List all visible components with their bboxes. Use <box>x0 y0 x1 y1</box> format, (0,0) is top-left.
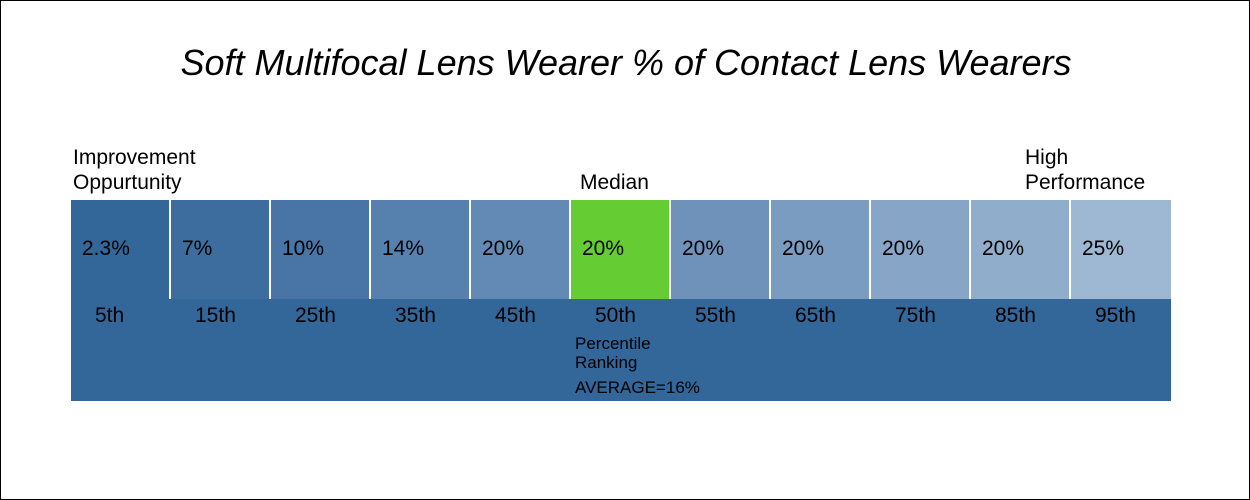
tick-label: 25th <box>295 304 336 327</box>
tick-45th: 45th <box>471 303 571 329</box>
value-cell-15th: 7% <box>171 200 271 299</box>
high-performance-label: High Performance <box>1025 145 1145 195</box>
tick-75th: 75th <box>871 303 971 329</box>
tick-label: 85th <box>995 304 1036 327</box>
tick-65th: 65th <box>771 303 871 329</box>
tick-5th: 5th <box>71 303 171 329</box>
value-label: 20% <box>582 237 625 260</box>
chart-title: Soft Multifocal Lens Wearer % of Contact… <box>180 42 1072 83</box>
tick-25th: 25th <box>271 303 371 329</box>
value-cell-95th: 25% <box>1071 200 1171 299</box>
value-cell-45th: 20% <box>471 200 571 299</box>
tick-label: 45th <box>495 304 536 327</box>
value-label: 20% <box>982 237 1025 260</box>
percentile-tick-labels: 5th 15th 25th 35th 45th 50th 55th 65th 75th 85th 9… <box>71 303 1171 329</box>
tick-label: 50th <box>595 304 636 327</box>
value-cell-5th: 2.3% <box>71 200 171 299</box>
value-label: 10% <box>282 237 325 260</box>
high-performance-label-line1: High <box>1025 146 1069 169</box>
improvement-label-line1: Improvement <box>73 146 196 169</box>
value-label: 20% <box>482 237 525 260</box>
percentile-ranking-line2: Ranking <box>575 353 638 372</box>
value-label: 20% <box>682 237 725 260</box>
percentile-ranking-line1: Percentile <box>575 334 651 353</box>
tick-85th: 85th <box>971 303 1071 329</box>
improvement-label-line2: Oppurtunity <box>73 171 182 194</box>
value-label: 7% <box>182 237 213 260</box>
tick-label: 5th <box>95 304 125 327</box>
high-performance-label-line2: Performance <box>1025 171 1146 194</box>
value-label: 2.3% <box>82 237 130 260</box>
improvement-label: Improvement Oppurtunity <box>73 145 196 195</box>
tick-label: 65th <box>795 304 836 327</box>
average-label: AVERAGE=16% <box>575 378 700 397</box>
value-cell-55th: 20% <box>671 200 771 299</box>
value-cell-25th: 10% <box>271 200 371 299</box>
value-label: 20% <box>882 237 925 260</box>
tick-label: 55th <box>695 304 736 327</box>
value-label: 14% <box>382 237 425 260</box>
percentile-band: 5th 15th 25th 35th 45th 50th 55th 65th 75th 85th 9… <box>71 299 1171 401</box>
value-label: 20% <box>782 237 825 260</box>
tick-label: 35th <box>395 304 436 327</box>
value-cell-85th: 20% <box>971 200 1071 299</box>
tick-15th: 15th <box>171 303 271 329</box>
percentile-value-cells: 2.3% 7% 10% 14% 20% 20% 20% 20% 20% 20% 25% <box>71 200 1171 299</box>
tick-label: 95th <box>1095 304 1136 327</box>
tick-label: 15th <box>195 304 236 327</box>
tick-55th: 55th <box>671 303 771 329</box>
percentile-ranking-label: Percentile Ranking <box>575 334 651 372</box>
tick-label: 75th <box>895 304 936 327</box>
tick-35th: 35th <box>371 303 471 329</box>
value-label: 25% <box>1082 237 1125 260</box>
median-label: Median <box>580 171 649 194</box>
tick-95th: 95th <box>1071 303 1171 329</box>
tick-50th: 50th <box>571 303 671 329</box>
value-cell-65th: 20% <box>771 200 871 299</box>
value-cell-50th: 20% <box>571 200 671 299</box>
value-cell-35th: 14% <box>371 200 471 299</box>
value-cell-75th: 20% <box>871 200 971 299</box>
